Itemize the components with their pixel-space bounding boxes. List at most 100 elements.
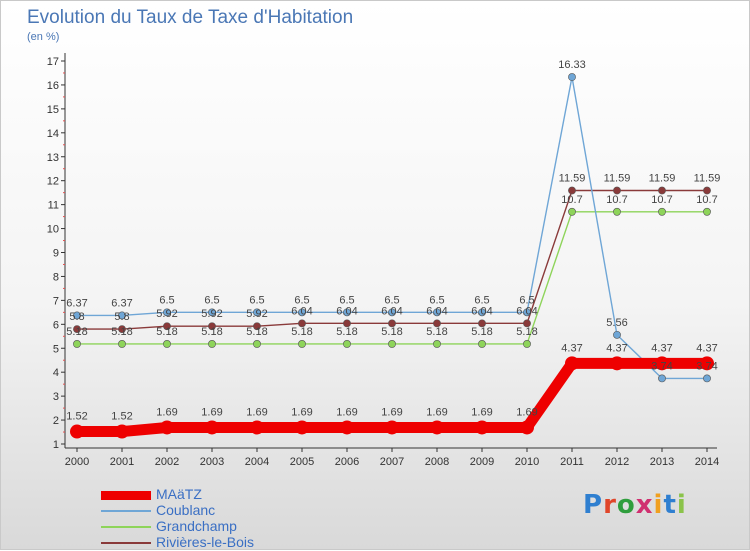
- data-label: 5.18: [291, 326, 312, 338]
- x-tick-label: 2013: [650, 456, 674, 468]
- data-point: [658, 374, 666, 383]
- data-label: 4.37: [561, 342, 582, 354]
- x-tick-label: 2005: [290, 456, 314, 468]
- data-point: [610, 356, 624, 371]
- data-point: [343, 340, 351, 348]
- data-label: 6.5: [159, 294, 174, 306]
- data-point: [565, 356, 579, 371]
- data-point: [433, 340, 441, 348]
- chart-title: Evolution du Taux de Taxe d'Habitation: [27, 7, 354, 28]
- x-tick-label: 2004: [245, 456, 269, 468]
- data-label: 6.04: [336, 305, 357, 317]
- y-tick-label: 7: [53, 295, 59, 307]
- data-label: 1.52: [111, 411, 132, 423]
- y-tick-label: 6: [53, 319, 59, 331]
- data-point: [475, 420, 489, 435]
- data-point: [250, 420, 264, 435]
- data-point: [568, 73, 576, 81]
- legend-swatch: [101, 491, 151, 500]
- data-label: 5.18: [381, 326, 402, 338]
- x-tick-label: 2009: [470, 456, 494, 468]
- y-tick-label: 4: [53, 367, 59, 379]
- data-point: [613, 186, 621, 195]
- data-point: [613, 330, 621, 339]
- data-point: [613, 207, 621, 216]
- data-label: 6.04: [291, 305, 312, 317]
- data-label: 4.37: [651, 342, 672, 354]
- series-coublanc: [73, 73, 711, 383]
- data-point: [343, 319, 351, 328]
- data-label: 6.5: [519, 294, 534, 306]
- data-label: 5.18: [336, 326, 357, 338]
- data-point: [163, 340, 171, 348]
- data-point: [388, 319, 396, 328]
- data-point: [433, 319, 441, 328]
- data-point: [118, 311, 126, 320]
- data-point: [298, 308, 306, 317]
- y-tick-label: 5: [53, 343, 59, 355]
- data-point: [340, 420, 354, 435]
- y-tick-label: 3: [53, 391, 59, 403]
- data-point: [208, 340, 216, 348]
- data-point: [478, 340, 486, 348]
- series-ma-tz: [70, 356, 714, 439]
- data-label: 6.5: [294, 294, 309, 306]
- data-label: 5.56: [606, 317, 627, 329]
- data-label: 10.7: [651, 194, 672, 206]
- data-point: [253, 308, 261, 317]
- data-point: [388, 340, 396, 348]
- data-label: 10.7: [561, 194, 582, 206]
- data-point: [160, 420, 174, 435]
- y-tick-label: 11: [48, 200, 59, 212]
- series-rivi-res-le-bois: [73, 186, 711, 333]
- y-tick-label: 10: [47, 224, 59, 236]
- data-point: [523, 340, 531, 348]
- data-label: 3.74: [696, 360, 717, 372]
- y-tick-label: 1: [53, 439, 59, 451]
- data-label: 6.5: [339, 294, 354, 306]
- data-point: [73, 325, 81, 333]
- data-label: 5.18: [516, 326, 537, 338]
- data-label: 16.33: [558, 59, 586, 71]
- data-label: 6.37: [111, 297, 132, 309]
- data-label: 1.69: [201, 406, 222, 418]
- x-tick-label: 2012: [605, 456, 629, 468]
- data-point: [568, 186, 576, 195]
- data-label: 6.5: [474, 294, 489, 306]
- data-label: 1.69: [246, 406, 267, 418]
- x-tick-label: 2003: [200, 456, 224, 468]
- legend-swatch: [101, 526, 151, 528]
- data-point: [73, 311, 81, 320]
- series-grandchamp: [73, 207, 711, 348]
- data-label: 6.5: [384, 294, 399, 306]
- data-label: 11.59: [559, 173, 586, 185]
- data-label: 6.5: [249, 294, 264, 306]
- data-label: 1.52: [66, 411, 87, 423]
- data-point: [523, 319, 531, 328]
- data-point: [700, 356, 714, 371]
- data-point: [520, 420, 534, 435]
- legend-label: Rivières-le-Bois: [156, 534, 255, 550]
- x-tick-label: 2007: [380, 456, 404, 468]
- x-tick-label: 2014: [695, 456, 719, 468]
- data-point: [70, 424, 84, 439]
- data-point: [385, 420, 399, 435]
- y-tick-label: 12: [47, 176, 59, 188]
- data-label: 5.18: [156, 326, 177, 338]
- data-label: 5.92: [156, 308, 177, 320]
- unit-label: (en %): [27, 31, 60, 43]
- legend-label: Coublanc: [156, 502, 216, 518]
- y-tick-label: 14: [47, 128, 59, 140]
- y-tick-label: 9: [53, 248, 59, 260]
- data-point: [658, 186, 666, 195]
- data-label: 5.92: [201, 308, 222, 320]
- data-label: 5.18: [471, 326, 492, 338]
- data-label: 1.69: [336, 406, 357, 418]
- legend-swatch: [101, 510, 151, 512]
- y-tick-label: 17: [47, 56, 59, 68]
- data-label: 10.7: [696, 194, 717, 206]
- data-point: [343, 308, 351, 317]
- data-point: [253, 340, 261, 348]
- data-point: [430, 420, 444, 435]
- x-tick-label: 2000: [65, 456, 89, 468]
